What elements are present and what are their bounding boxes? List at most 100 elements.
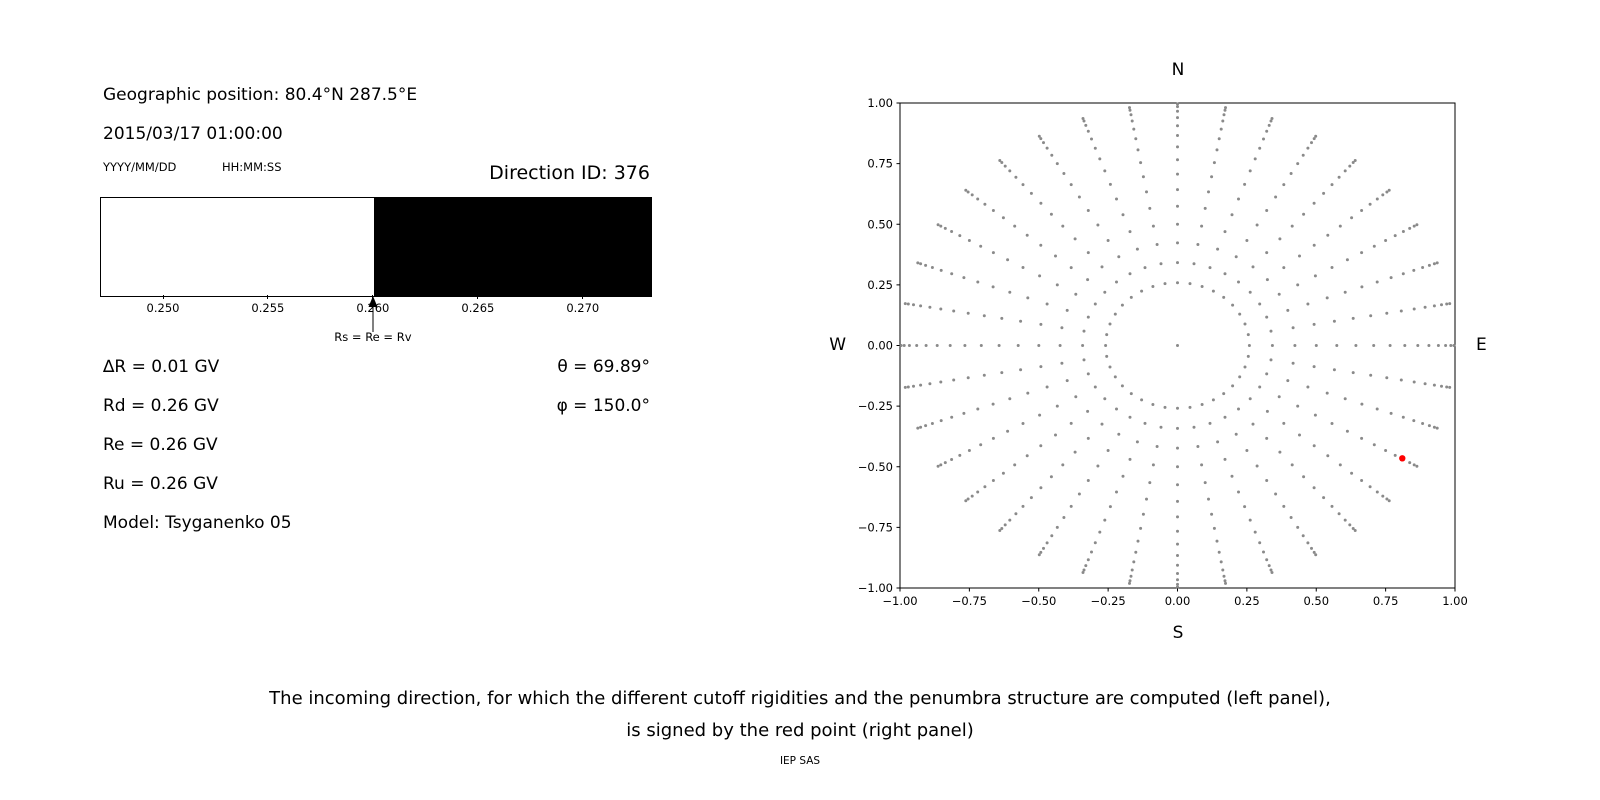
direction-grid-dot [1096, 223, 1100, 227]
direction-grid-dot [1129, 392, 1133, 396]
direction-grid-dot [1293, 344, 1297, 347]
direction-grid-dot [1008, 397, 1012, 401]
direction-grid-dot [1277, 395, 1281, 399]
direction-grid-dot [1246, 354, 1250, 358]
x-tick-label: −0.25 [1091, 594, 1126, 608]
direction-grid-dot [1086, 129, 1090, 133]
direction-grid-dot [930, 422, 934, 425]
direction-grid-dot [1045, 302, 1049, 306]
direction-grid-dot [1130, 119, 1134, 123]
tick-label: 0.265 [461, 301, 495, 315]
direction-grid-dot [939, 419, 943, 423]
direction-grid-dot [1314, 344, 1318, 347]
direction-grid-dot [1006, 429, 1010, 433]
direction-grid-dot [1086, 558, 1090, 562]
direction-grid-dot [1134, 550, 1138, 554]
direction-grid-dot [1019, 368, 1023, 372]
direction-grid-dot [1221, 119, 1225, 123]
direction-grid-dot [1129, 574, 1133, 578]
direction-grid-dot [1121, 213, 1125, 217]
direction-grid-dot [1412, 380, 1416, 384]
direction-grid-dot [1421, 266, 1425, 269]
direction-grid-dot [1176, 582, 1179, 586]
direction-grid-dot [1387, 188, 1391, 192]
direction-grid-dot [1412, 224, 1416, 228]
direction-grid-dot [1245, 449, 1249, 452]
direction-grid-dot [1025, 233, 1029, 237]
direction-grid-dot [1360, 209, 1364, 212]
direction-grid-dot [1176, 563, 1179, 567]
direction-grid-dot [950, 458, 954, 461]
direction-grid-dot [1039, 243, 1043, 247]
direction-grid-dot [1151, 463, 1155, 467]
direction-grid-dot [1384, 239, 1388, 242]
direction-grid-dot [1143, 266, 1147, 270]
direction-grid-dot [964, 499, 968, 503]
direction-grid-dot [1060, 361, 1064, 365]
direction-grid-dot [906, 302, 910, 306]
direction-grid-dot [1302, 475, 1306, 479]
y-tick-label: −1.00 [858, 581, 893, 595]
direction-grid-dot [1375, 280, 1379, 284]
direction-grid-dot [1444, 344, 1448, 347]
direction-grid-dot [1238, 375, 1242, 379]
direction-grid-dot [1215, 148, 1219, 152]
direction-grid-dot [1113, 375, 1117, 379]
y-tick-label: −0.75 [858, 520, 893, 534]
direction-grid-dot [1389, 276, 1393, 280]
direction-grid-dot [1296, 404, 1300, 408]
direction-grid-dot [1151, 224, 1155, 228]
direction-grid-dot [1039, 365, 1043, 369]
compass-east-label: E [1476, 335, 1487, 355]
direction-grid-dot [1061, 224, 1065, 228]
direction-grid-dot [1176, 261, 1179, 265]
direction-grid-dot [1270, 344, 1274, 347]
direction-grid-dot [1360, 285, 1364, 289]
direction-grid-dot [1006, 258, 1010, 262]
direction-grid-dot [1343, 518, 1347, 522]
direction-grid-dot [1176, 465, 1179, 469]
model-name: Model: Tsyganenko 05 [103, 513, 292, 533]
direction-grid-dot [1001, 216, 1005, 220]
direction-grid-dot [906, 385, 910, 389]
direction-grid-dot [928, 305, 932, 309]
direction-grid-dot [1223, 230, 1227, 234]
direction-grid-dot [1385, 376, 1389, 380]
direction-grid-dot [1412, 268, 1416, 272]
direction-grid-dot [1129, 295, 1133, 299]
direction-grid-dot [1176, 499, 1179, 503]
direction-grid-dot [1432, 383, 1436, 387]
direction-grid-dot [916, 426, 920, 430]
direction-grid-dot [1215, 539, 1219, 543]
direction-grid-dot [1176, 124, 1179, 128]
direction-grid-dot [1135, 440, 1139, 444]
direction-grid-dot [1360, 402, 1364, 406]
direction-grid-dot [1399, 378, 1403, 382]
direction-grid-dot [1282, 183, 1286, 187]
direction-grid-dot [903, 385, 907, 389]
direction-grid-dot [1368, 485, 1372, 489]
direction-grid-dot [1090, 550, 1093, 554]
direction-grid-dot [966, 497, 970, 501]
direction-grid-dot [1106, 239, 1110, 242]
direction-grid-dot [1223, 579, 1227, 583]
direction-grid-dot [1176, 344, 1179, 347]
direction-grid-dot [1081, 344, 1085, 347]
direction-grid-dot [1269, 568, 1273, 572]
direction-grid-dot [1408, 461, 1412, 465]
direction-grid-dot [1312, 486, 1316, 490]
direction-grid-dot [924, 263, 928, 267]
direction-grid-dot [1368, 202, 1372, 206]
direction-grid-dot [1401, 272, 1405, 276]
direction-grid-dot [899, 344, 903, 347]
direction-grid-dot [1176, 515, 1179, 519]
direction-grid-dot [1050, 534, 1054, 538]
direction-grid-dot [1049, 212, 1053, 216]
direction-grid-dot [1074, 395, 1078, 399]
direction-grid-dot [962, 411, 966, 415]
direction-grid-dot [1074, 292, 1078, 296]
direction-grid-dot [1000, 316, 1004, 320]
direction-grid-dot [1103, 397, 1107, 401]
direction-grid-dot [1217, 137, 1221, 141]
direction-grid-dot [1060, 326, 1064, 330]
